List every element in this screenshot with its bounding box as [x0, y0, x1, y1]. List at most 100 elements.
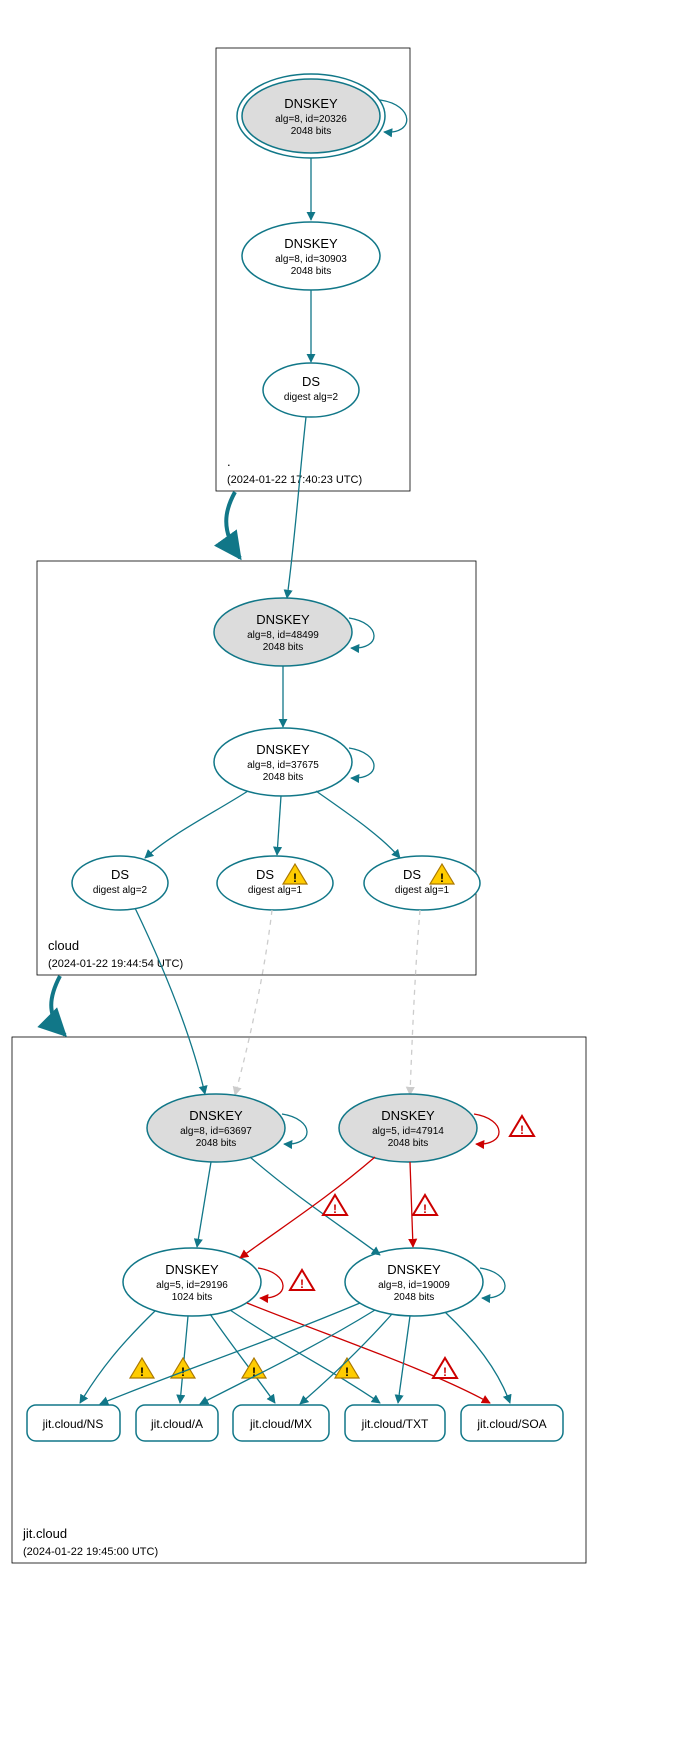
svg-text:jit.cloud/MX: jit.cloud/MX — [249, 1417, 312, 1431]
edge-root-ds-to-cloud-ksk — [287, 417, 306, 598]
edge-cloud-zsk-ds2 — [277, 796, 281, 855]
node-cloud-zsk: DNSKEY alg=8, id=37675 2048 bits — [214, 728, 352, 796]
edge-cloud-zsk-self — [349, 748, 374, 778]
svg-text:DNSKEY: DNSKEY — [256, 612, 310, 627]
node-root-zsk: DNSKEY alg=8, id=30903 2048 bits — [242, 222, 380, 290]
zone-jit-box — [12, 1037, 586, 1563]
node-jit-ksk1: DNSKEY alg=8, id=63697 2048 bits — [147, 1094, 285, 1162]
svg-text:!: ! — [293, 871, 297, 885]
record-a: jit.cloud/A — [136, 1405, 218, 1441]
svg-text:2048 bits: 2048 bits — [196, 1138, 237, 1149]
svg-text:2048 bits: 2048 bits — [388, 1138, 429, 1149]
edge-root-ksk-self — [380, 100, 407, 132]
zone-jit-ts: (2024-01-22 19:45:00 UTC) — [23, 1546, 158, 1558]
edge-ksk2-zsk2 — [410, 1162, 413, 1247]
dnssec-graph: . (2024-01-22 17:40:23 UTC) cloud (2024-… — [0, 0, 677, 1742]
zone-root-ts: (2024-01-22 17:40:23 UTC) — [227, 474, 362, 486]
edge-zsk1-soa — [247, 1303, 490, 1403]
svg-text:digest alg=2: digest alg=2 — [93, 885, 148, 896]
svg-text:!: ! — [345, 1365, 349, 1379]
warn-icon-zsk1-ns: ! — [130, 1358, 154, 1379]
edge-ksk2-zsk1 — [240, 1157, 375, 1258]
edge-zsk2-a — [200, 1310, 375, 1404]
svg-text:jit.cloud/TXT: jit.cloud/TXT — [361, 1417, 429, 1431]
error-icon-ksk2-zsk2: ! — [413, 1195, 437, 1216]
edge-cloud-zsk-ds1 — [145, 791, 248, 858]
svg-text:2048 bits: 2048 bits — [263, 772, 304, 783]
svg-text:alg=8, id=48499: alg=8, id=48499 — [247, 630, 319, 641]
node-jit-ksk2: DNSKEY alg=5, id=47914 2048 bits — [339, 1094, 477, 1162]
node-root-ksk: DNSKEY alg=8, id=20326 2048 bits — [237, 74, 385, 158]
svg-text:digest alg=2: digest alg=2 — [284, 392, 339, 403]
edge-cloud-ksk-self — [349, 618, 374, 648]
svg-text:DS: DS — [302, 374, 320, 389]
svg-text:alg=8, id=63697: alg=8, id=63697 — [180, 1126, 252, 1137]
node-cloud-ksk: DNSKEY alg=8, id=48499 2048 bits — [214, 598, 352, 666]
svg-text:!: ! — [440, 871, 444, 885]
svg-text:!: ! — [520, 1123, 524, 1137]
edge-ds3-jitksk2 — [410, 910, 420, 1095]
svg-text:DS: DS — [403, 867, 421, 882]
error-icon-ksk2-self: ! — [510, 1116, 534, 1137]
edge-jit-ksk2-self — [474, 1114, 499, 1144]
edge-ksk1-zsk1 — [197, 1162, 211, 1247]
edge-cloud-zsk-ds3 — [316, 791, 400, 858]
svg-text:alg=8, id=30903: alg=8, id=30903 — [275, 254, 347, 265]
error-icon-zsk1-soa: ! — [433, 1358, 457, 1379]
node-cloud-ds3: DS digest alg=1 — [364, 856, 480, 910]
edge-jit-zsk2-self — [480, 1268, 505, 1298]
svg-text:1024 bits: 1024 bits — [172, 1292, 213, 1303]
svg-text:!: ! — [333, 1202, 337, 1216]
edge-zsk2-soa — [445, 1312, 510, 1403]
record-mx: jit.cloud/MX — [233, 1405, 329, 1441]
svg-text:2048 bits: 2048 bits — [291, 126, 332, 137]
record-ns: jit.cloud/NS — [27, 1405, 120, 1441]
svg-text:DNSKEY: DNSKEY — [381, 1108, 435, 1123]
edge-zsk1-txt — [230, 1310, 380, 1403]
svg-text:jit.cloud/SOA: jit.cloud/SOA — [476, 1417, 546, 1431]
error-icon-ksk2-zsk1: ! — [323, 1195, 347, 1216]
svg-text:DNSKEY: DNSKEY — [284, 236, 338, 251]
svg-text:!: ! — [140, 1365, 144, 1379]
edge-jit-ksk1-self — [282, 1114, 307, 1144]
record-soa: jit.cloud/SOA — [461, 1405, 563, 1441]
svg-text:alg=8, id=37675: alg=8, id=37675 — [247, 760, 319, 771]
edge-zsk2-txt — [398, 1316, 410, 1403]
svg-text:DNSKEY: DNSKEY — [256, 742, 310, 757]
svg-text:alg=5, id=47914: alg=5, id=47914 — [372, 1126, 444, 1137]
edge-zsk1-ns — [80, 1311, 155, 1403]
svg-text:DS: DS — [111, 867, 129, 882]
edge-ds1-jitksk1 — [135, 908, 205, 1094]
zone-jit-label: jit.cloud — [22, 1526, 67, 1541]
svg-text:jit.cloud/A: jit.cloud/A — [150, 1417, 203, 1431]
node-cloud-ds1: DS digest alg=2 — [72, 856, 168, 910]
svg-text:digest alg=1: digest alg=1 — [248, 885, 303, 896]
svg-text:DNSKEY: DNSKEY — [284, 96, 338, 111]
node-root-ds: DS digest alg=2 — [263, 363, 359, 417]
svg-text:alg=5, id=29196: alg=5, id=29196 — [156, 1280, 228, 1291]
svg-text:DNSKEY: DNSKEY — [387, 1262, 441, 1277]
svg-text:DNSKEY: DNSKEY — [165, 1262, 219, 1277]
node-cloud-ds2: DS digest alg=1 — [217, 856, 333, 910]
edge-root-to-cloud-deleg — [226, 492, 240, 558]
svg-text:2048 bits: 2048 bits — [291, 266, 332, 277]
svg-text:2048 bits: 2048 bits — [394, 1292, 435, 1303]
edge-ksk1-zsk2 — [250, 1157, 380, 1255]
svg-text:!: ! — [300, 1277, 304, 1291]
svg-text:digest alg=1: digest alg=1 — [395, 885, 450, 896]
zone-cloud-label: cloud — [48, 938, 79, 953]
svg-text:DS: DS — [256, 867, 274, 882]
record-txt: jit.cloud/TXT — [345, 1405, 445, 1441]
edge-jit-zsk1-self — [258, 1268, 283, 1298]
node-jit-zsk2: DNSKEY alg=8, id=19009 2048 bits — [345, 1248, 483, 1316]
error-icon-zsk1-self: ! — [290, 1270, 314, 1291]
svg-text:jit.cloud/NS: jit.cloud/NS — [42, 1417, 104, 1431]
zone-root-label: . — [227, 454, 231, 469]
edge-ds2-jitksk1 — [235, 910, 272, 1095]
svg-text:DNSKEY: DNSKEY — [189, 1108, 243, 1123]
svg-text:alg=8, id=19009: alg=8, id=19009 — [378, 1280, 450, 1291]
svg-text:!: ! — [443, 1365, 447, 1379]
svg-text:alg=8, id=20326: alg=8, id=20326 — [275, 114, 347, 125]
edge-cloud-to-jit-deleg — [51, 976, 65, 1035]
svg-text:!: ! — [423, 1202, 427, 1216]
